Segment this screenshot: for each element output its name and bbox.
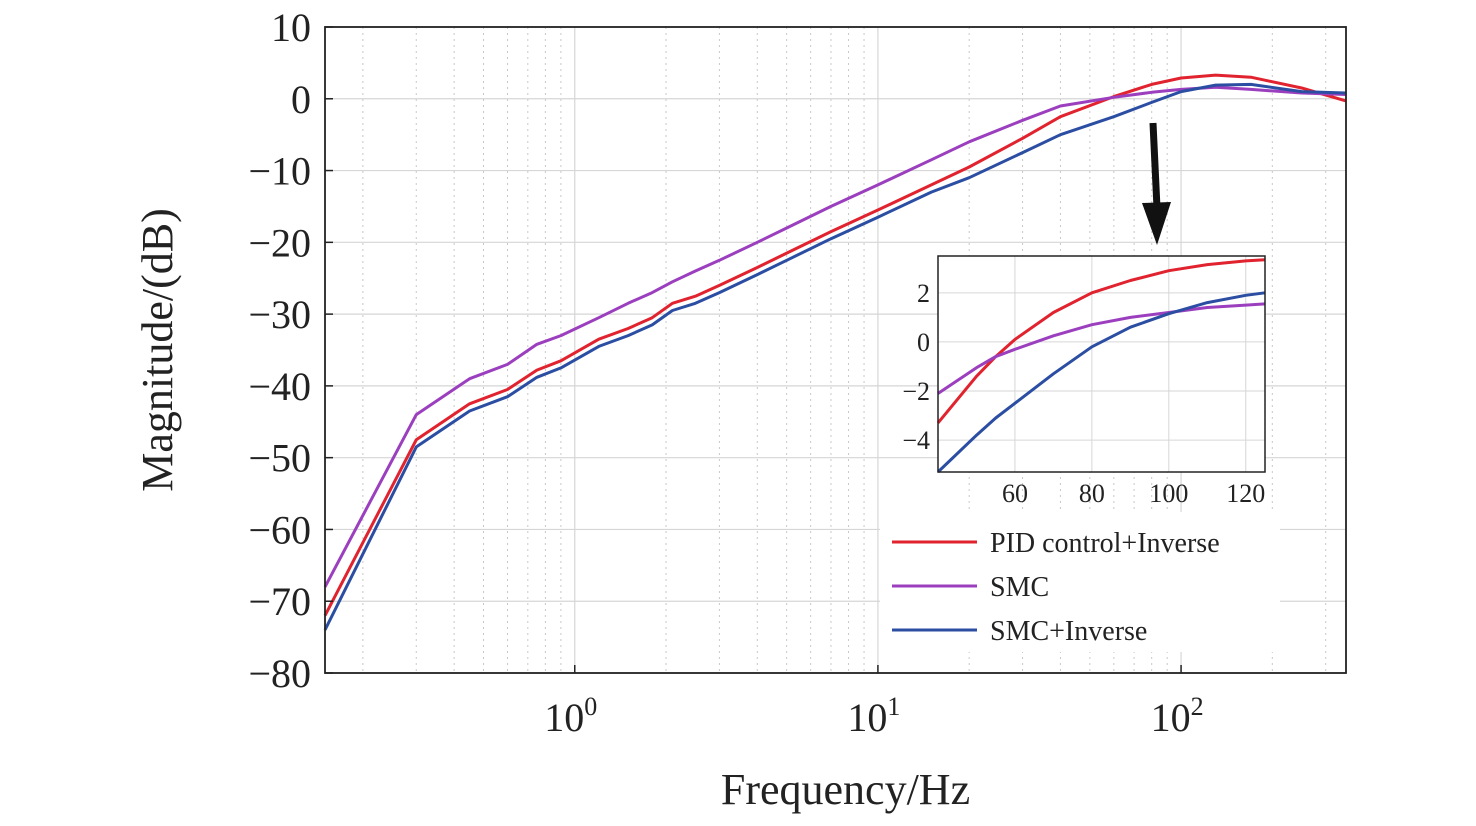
- y-axis-ticks: 10 0 −10 −20 −30 −40 −50 −60 −70 −80: [248, 5, 333, 696]
- y-tick-label: −50: [248, 436, 311, 481]
- y-tick-label: −20: [248, 220, 311, 265]
- y-tick-label: 10: [271, 5, 311, 50]
- main-series: [323, 73, 1347, 631]
- x-tick-label: 102: [1151, 692, 1204, 740]
- inset-ticks: 2 0 −2 −4 60 80 100 120: [902, 279, 1265, 508]
- legend: PID control+Inverse SMC SMC+Inverse: [880, 512, 1280, 652]
- inset-x-tick-label: 100: [1149, 479, 1188, 508]
- x-tick-label: 101: [847, 692, 900, 740]
- inset-y-tick-label: 0: [917, 328, 930, 357]
- legend-label-0: PID control+Inverse: [990, 528, 1220, 559]
- x-tick-label: 100: [544, 692, 597, 740]
- series-line-2: [323, 82, 1347, 631]
- y-tick-label: −70: [248, 579, 311, 624]
- x-axis-title: Frequency/Hz: [721, 765, 970, 814]
- inset-y-tick-label: −4: [902, 426, 930, 455]
- inset-x-tick-label: 80: [1079, 479, 1105, 508]
- series-line-0: [323, 73, 1347, 617]
- inset-frame: [937, 255, 1266, 473]
- y-axis-title: Magnitude/(dB): [133, 208, 182, 492]
- inset-series-line-0: [936, 258, 1266, 424]
- x-tick-exponent: 0: [584, 692, 597, 721]
- x-tick-base: 10: [544, 695, 584, 740]
- y-tick-label: −40: [248, 364, 311, 409]
- y-tick-label: −30: [248, 292, 311, 337]
- series-line-1: [323, 85, 1347, 588]
- y-tick-label: −10: [248, 149, 311, 194]
- x-tick-exponent: 1: [887, 692, 900, 721]
- x-tick-base: 10: [847, 695, 887, 740]
- y-tick-label: 0: [291, 77, 311, 122]
- inset-y-tick-label: 2: [917, 279, 930, 308]
- arrow-head: [1142, 202, 1171, 245]
- legend-label-1: SMC: [990, 572, 1049, 603]
- x-tick-exponent: 2: [1191, 692, 1204, 721]
- inset-series-line-2: [936, 291, 1266, 474]
- main-plot-frame: [324, 26, 1347, 674]
- zoom-arrow: [1142, 122, 1171, 245]
- inset-x-tick-label: 120: [1226, 479, 1265, 508]
- inset-x-tick-label: 60: [1002, 479, 1028, 508]
- arrow-shaft: [1149, 122, 1161, 209]
- inset-series: [936, 258, 1266, 474]
- legend-label-2: SMC+Inverse: [990, 616, 1147, 647]
- inset-series-line-1: [937, 302, 1266, 395]
- y-tick-label: −60: [248, 507, 311, 552]
- inset-y-tick-label: −2: [902, 377, 930, 406]
- inset-background: [938, 256, 1265, 472]
- y-tick-label: −80: [248, 651, 311, 696]
- x-axis-ticks: 100 101 102: [544, 665, 1204, 740]
- x-tick-base: 10: [1151, 695, 1191, 740]
